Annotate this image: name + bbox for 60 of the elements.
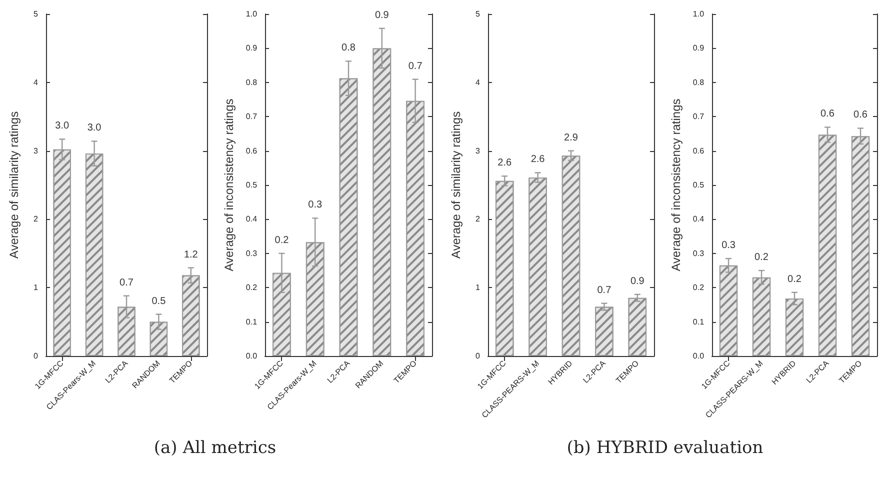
y-tick-label: 0.0 (692, 352, 705, 360)
y-axis-title: Average of inconsistency ratings (222, 98, 236, 272)
data-label: 2.6 (498, 158, 512, 169)
data-label: 0.5 (152, 296, 166, 307)
y-tick-label: 4 (476, 78, 481, 87)
y-tick-label: 2 (34, 214, 39, 224)
text: (b) HYBRID evaluation (566, 438, 764, 458)
y-axis-title: Average of inconsistency ratings (669, 98, 683, 272)
data-label: 0.3 (722, 240, 736, 252)
y-tick-label: 0.5 (246, 180, 258, 190)
data-label: 0.6 (820, 108, 835, 120)
data-label: 0.6 (854, 110, 868, 121)
y-tick-label: 0.3 (692, 248, 705, 258)
y-tick-label: 1 (34, 283, 39, 292)
data-label: 0.2 (754, 252, 769, 263)
data-label: 3.0 (55, 120, 70, 132)
y-tick-label: 0.2 (246, 283, 258, 292)
y-tick-label: 0 (476, 352, 481, 360)
text: (a) All metrics (154, 438, 276, 458)
y-tick-label: 0.8 (246, 78, 258, 87)
y-tick-label: 1.0 (692, 10, 705, 18)
data-label: 3.0 (87, 122, 102, 134)
data-label: 0.2 (274, 234, 290, 246)
y-tick-label: 1 (476, 283, 481, 292)
y-tick-label: 3 (34, 146, 39, 156)
y-tick-label: 0.5 (692, 180, 705, 190)
data-label: 2.6 (530, 154, 546, 166)
data-label: 0.7 (408, 60, 423, 72)
y-tick-label: 0.9 (692, 44, 705, 53)
y-tick-label: 3 (476, 146, 481, 156)
y-tick-label: 0 (34, 352, 39, 360)
y-axis-title: Average of similarity ratings (449, 111, 463, 259)
y-tick-label: 0.7 (246, 112, 258, 122)
y-tick-label: 1.0 (246, 10, 258, 18)
y-tick-label: 4 (34, 78, 39, 87)
y-tick-label: 0.0 (246, 352, 258, 360)
y-tick-label: 0.9 (246, 44, 258, 53)
data-label: 0.9 (630, 276, 645, 287)
y-tick-label: 0.6 (246, 146, 258, 156)
y-axis-title: Average of similarity ratings (7, 111, 21, 259)
y-tick-label: 0.1 (692, 317, 705, 326)
y-tick-label: 0.4 (246, 214, 258, 224)
y-tick-label: 0.3 (246, 248, 258, 258)
data-label: 0.8 (342, 42, 356, 54)
y-tick-label: 0.6 (692, 146, 705, 156)
data-label: 0.7 (597, 284, 612, 296)
y-tick-label: 2 (476, 214, 481, 224)
data-label: 0.3 (308, 200, 322, 211)
y-tick-label: 0.1 (246, 317, 258, 326)
y-tick-label: 0.4 (692, 214, 705, 224)
data-label: 0.7 (120, 277, 134, 288)
y-tick-label: 0.7 (692, 112, 705, 122)
y-tick-label: 5 (34, 10, 39, 18)
data-label: 1.2 (184, 249, 198, 260)
y-tick-label: 0.8 (692, 78, 705, 87)
y-tick-label: 0.2 (692, 283, 705, 292)
data-label: 2.9 (564, 132, 578, 144)
data-label: 0.9 (374, 10, 390, 21)
data-label: 0.2 (788, 274, 802, 285)
y-tick-label: 5 (476, 10, 481, 18)
